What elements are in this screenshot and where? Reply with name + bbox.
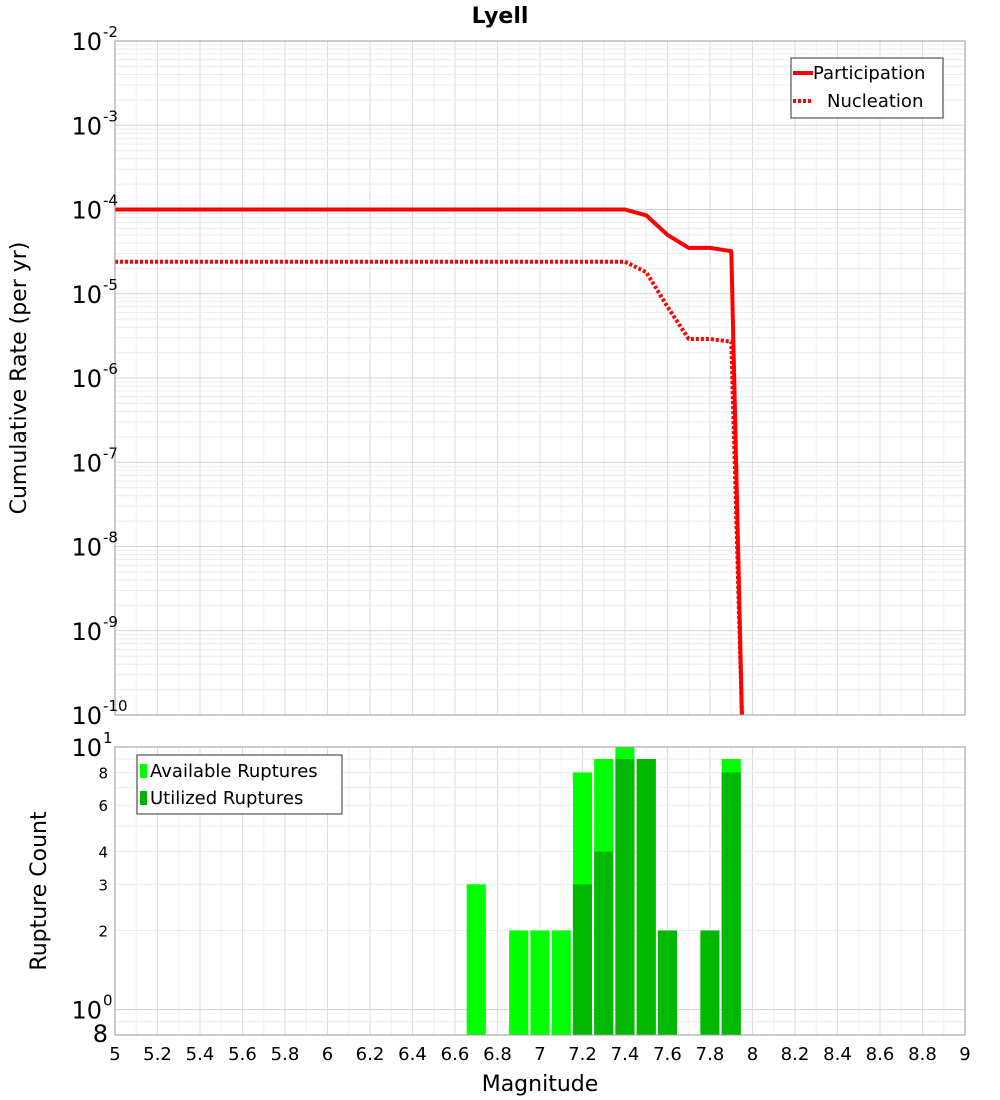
bar-available-ruptures: [530, 930, 550, 1035]
x-tick-label: 6.4: [398, 1044, 427, 1065]
bar-utilized-ruptures: [636, 759, 656, 1035]
top-legend-box: [790, 57, 944, 119]
x-tick-label: 7.4: [611, 1044, 640, 1065]
x-tick-label: 5.4: [186, 1044, 215, 1065]
bottom-y-tick-label: 10: [71, 997, 102, 1025]
bottom-legend: Available Ruptures Utilized Ruptures: [136, 754, 343, 815]
bar-available-ruptures: [509, 930, 529, 1035]
top-y-tick-label: 10: [71, 618, 102, 646]
bottom-y-tick-label: 6: [98, 797, 108, 815]
top-y-tick-exponent: -2: [103, 23, 118, 41]
top-y-tick-label: 10: [71, 112, 102, 140]
top-y-tick-exponent: -4: [103, 192, 118, 210]
x-tick-label: 8.2: [781, 1044, 810, 1065]
top-legend: Participation Nucleation: [790, 57, 944, 119]
top-series-group: [115, 207, 744, 716]
top-y-tick-exponent: -3: [103, 107, 118, 125]
x-tick-label: 5.6: [228, 1044, 257, 1065]
x-tick-label: 6.2: [356, 1044, 385, 1065]
x-tick-label: 5.8: [271, 1044, 300, 1065]
legend-label-available-ruptures: Available Ruptures: [150, 761, 318, 782]
x-tick-label: 8.4: [823, 1044, 852, 1065]
legend-swatch-utilized-ruptures: [140, 791, 147, 805]
top-y-tick-label: 10: [71, 534, 102, 562]
top-y-tick-label: 10: [71, 28, 102, 56]
bottom-plot-border: [114, 746, 966, 1036]
top-y-tick-label: 10: [71, 365, 102, 393]
top-y-tick-exponent: -5: [103, 276, 118, 294]
bottom-y-tick-exponent: 0: [103, 992, 113, 1010]
top-y-tick-label: 10: [71, 281, 102, 309]
series-line-nucleation: [115, 259, 744, 716]
bar-utilized-ruptures: [721, 772, 741, 1035]
top-y-tick-exponent: -7: [103, 444, 118, 462]
top-y-tick-label: 10: [71, 702, 102, 730]
bottom-y-tick-label: 8: [98, 764, 108, 782]
x-tick-label: 7.6: [653, 1044, 682, 1065]
x-tick-label: 5.2: [143, 1044, 172, 1065]
x-tick-label: 9: [959, 1044, 970, 1065]
bottom-legend-box: [136, 754, 343, 815]
x-tick-label: 6.8: [483, 1044, 512, 1065]
bar-utilized-ruptures: [615, 759, 635, 1035]
top-y-tick-exponent: -9: [103, 613, 118, 631]
bottom-y-tick-label: 2: [98, 923, 108, 941]
legend-label-participation: Participation: [813, 63, 925, 84]
legend-label-nucleation: Nucleation: [827, 91, 923, 112]
x-tick-label: 6: [322, 1044, 333, 1065]
top-y-axis-label: Cumulative Rate (per yr): [7, 242, 32, 515]
bar-utilized-ruptures: [657, 930, 677, 1035]
x-tick-label: 7: [534, 1044, 545, 1065]
bar-available-ruptures: [551, 930, 571, 1035]
bar-utilized-ruptures: [572, 884, 592, 1035]
x-tick-label: 8.8: [908, 1044, 937, 1065]
x-tick-label: 7.2: [568, 1044, 597, 1065]
top-y-tick-exponent: -10: [103, 697, 128, 715]
bottom-y-tick-label: 3: [98, 876, 108, 894]
bar-utilized-ruptures: [594, 851, 614, 1035]
x-tick-label: 5: [109, 1044, 120, 1065]
legend-swatch-available-ruptures: [140, 764, 147, 778]
bar-utilized-ruptures: [700, 930, 720, 1035]
x-axis-label: Magnitude: [482, 1072, 599, 1097]
top-plot-border: [114, 40, 966, 716]
chart-title: Lyell: [472, 4, 529, 29]
bottom-y-tick-exponent: 1: [103, 729, 113, 747]
x-tick-label: 7.8: [696, 1044, 725, 1065]
x-tick-label: 6.6: [441, 1044, 470, 1065]
bottom-y-axis-label: Rupture Count: [27, 811, 52, 971]
top-y-tick-exponent: -8: [103, 529, 118, 547]
bottom-y-tick-label: 4: [98, 843, 108, 861]
top-y-tick-label: 10: [71, 449, 102, 477]
bottom-y-tick-label: 8: [93, 1020, 108, 1048]
series-line-participation: [115, 207, 744, 716]
x-tick-label: 8.6: [866, 1044, 895, 1065]
legend-label-utilized-ruptures: Utilized Ruptures: [150, 788, 303, 809]
bottom-y-tick-label: 10: [71, 734, 102, 762]
bar-available-ruptures: [466, 884, 486, 1035]
top-y-tick-exponent: -6: [103, 360, 118, 378]
top-y-tick-label: 10: [71, 197, 102, 225]
x-tick-label: 8: [747, 1044, 758, 1065]
